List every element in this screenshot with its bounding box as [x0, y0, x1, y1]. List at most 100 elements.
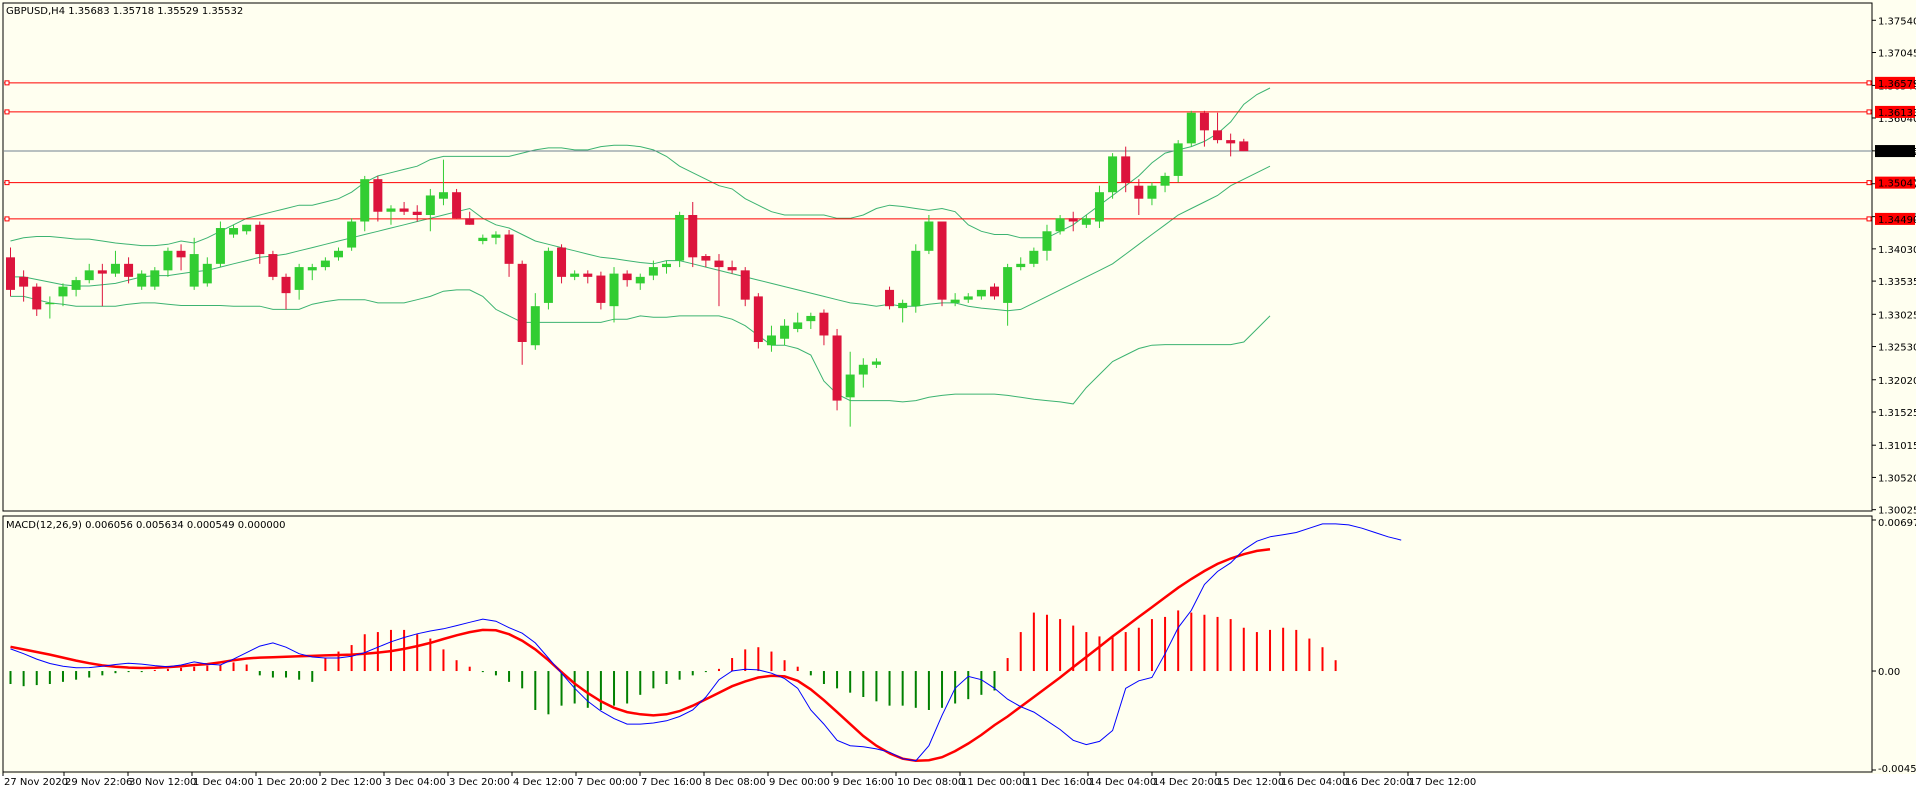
candle-body — [307, 267, 317, 271]
candle-body — [963, 296, 973, 300]
candle-body — [281, 276, 291, 294]
candle-bull — [491, 231, 501, 245]
candle-bull — [189, 237, 199, 290]
candle-body — [937, 221, 947, 300]
candle-bull — [662, 260, 671, 274]
candle-body — [45, 302, 55, 305]
candle-body — [793, 322, 803, 329]
candle-bull — [543, 247, 553, 310]
time-axis-label: 3 Dec 20:00 — [449, 777, 510, 788]
candle-body — [255, 224, 265, 255]
price-panel-background[interactable] — [0, 0, 1916, 514]
time-axis-label: 17 Dec 12:00 — [1409, 777, 1476, 788]
candle-bear — [1134, 179, 1144, 215]
level-anchor-left — [4, 109, 10, 115]
candle-body — [924, 221, 934, 251]
candle-bull — [71, 276, 81, 297]
candle-bull — [1094, 185, 1104, 229]
level-price-label: 1.35047 — [1878, 179, 1916, 190]
candle-body — [714, 260, 724, 268]
time-axis-label: 10 Dec 08:00 — [897, 777, 964, 788]
candle-body — [675, 214, 685, 261]
time-axis-label: 1 Dec 20:00 — [257, 777, 318, 788]
candle-bear — [452, 188, 462, 219]
level-price-label: 1.36579 — [1878, 79, 1916, 90]
candle-bear — [399, 201, 409, 215]
candle-body — [517, 263, 527, 342]
candle-bull — [438, 159, 448, 206]
candle-body — [294, 267, 304, 290]
candle-body — [1239, 141, 1249, 152]
price-plot-frame — [2, 2, 1873, 512]
macd-axis: 0.006978 0.00 -0.004573 — [1872, 518, 1916, 775]
time-axis-label: 8 Dec 08:00 — [705, 777, 766, 788]
candle-bull — [950, 293, 960, 307]
time-axis-label: 2 Dec 12:00 — [321, 777, 382, 788]
candle-bull — [294, 263, 304, 300]
macd-main-line — [10, 523, 1402, 762]
candle-body — [596, 275, 606, 303]
candle-body — [609, 273, 619, 307]
candle-body — [425, 195, 435, 215]
candle-body — [399, 208, 409, 212]
candle-bull — [334, 247, 343, 261]
macd-panel-background[interactable] — [0, 514, 1916, 774]
candle-bear — [1068, 211, 1078, 232]
candle-body — [360, 179, 370, 222]
level-price-label: 1.36133 — [1878, 108, 1916, 119]
candle-bear — [1213, 112, 1223, 144]
candle-body — [386, 208, 396, 212]
candle-bear — [373, 175, 383, 222]
candle-body — [373, 179, 383, 212]
candle-body — [950, 299, 960, 303]
candle-body — [570, 273, 580, 277]
candle-bull — [911, 244, 921, 313]
candle-body — [976, 289, 986, 297]
candle-body — [150, 270, 160, 287]
macd-axis-label: -0.004573 — [1878, 764, 1916, 775]
candle-body — [740, 270, 750, 300]
candle-body — [19, 276, 29, 287]
level-anchor-left — [4, 80, 10, 86]
candle-bull — [766, 325, 776, 352]
candle-bull — [1186, 110, 1196, 147]
candle-bear — [885, 286, 895, 310]
level-price-tag — [1875, 76, 1915, 89]
candle-body — [819, 312, 829, 336]
candle-body — [124, 263, 134, 277]
candle-bull — [1147, 182, 1157, 206]
level-anchor-left — [4, 180, 10, 186]
price-axis-label: 1.37045 — [1878, 49, 1916, 60]
candle-body — [1108, 156, 1118, 193]
candle-bear — [281, 273, 291, 310]
price-axis-label: 1.30520 — [1878, 473, 1916, 484]
candle-bear — [753, 293, 763, 349]
candle-bear — [937, 221, 947, 307]
candle-bull — [570, 270, 580, 281]
candle-bull — [806, 312, 816, 329]
candle-body — [6, 257, 15, 290]
candle-bull — [858, 358, 868, 388]
price-axis-label: 1.31015 — [1878, 441, 1916, 452]
candle-bear — [819, 309, 829, 346]
macd-header: MACD(12,26,9) 0.006056 0.005634 0.000549… — [6, 520, 286, 531]
candle-bull — [386, 205, 396, 225]
bollinger-middle — [10, 165, 1271, 312]
candle-bull — [215, 221, 225, 268]
candle-body — [491, 234, 501, 238]
candle-body — [438, 192, 448, 199]
candle-bear — [255, 221, 265, 264]
candle-body — [452, 192, 462, 219]
candle-body — [478, 237, 488, 242]
candle-bull — [675, 211, 685, 268]
candle-body — [202, 263, 212, 284]
candle-body — [242, 224, 252, 232]
price-axis-label: 1.32020 — [1878, 376, 1916, 387]
candle-bear — [1226, 133, 1236, 157]
candle-bear — [990, 283, 999, 300]
candle-bear — [622, 270, 632, 287]
candle-bear — [32, 283, 42, 316]
